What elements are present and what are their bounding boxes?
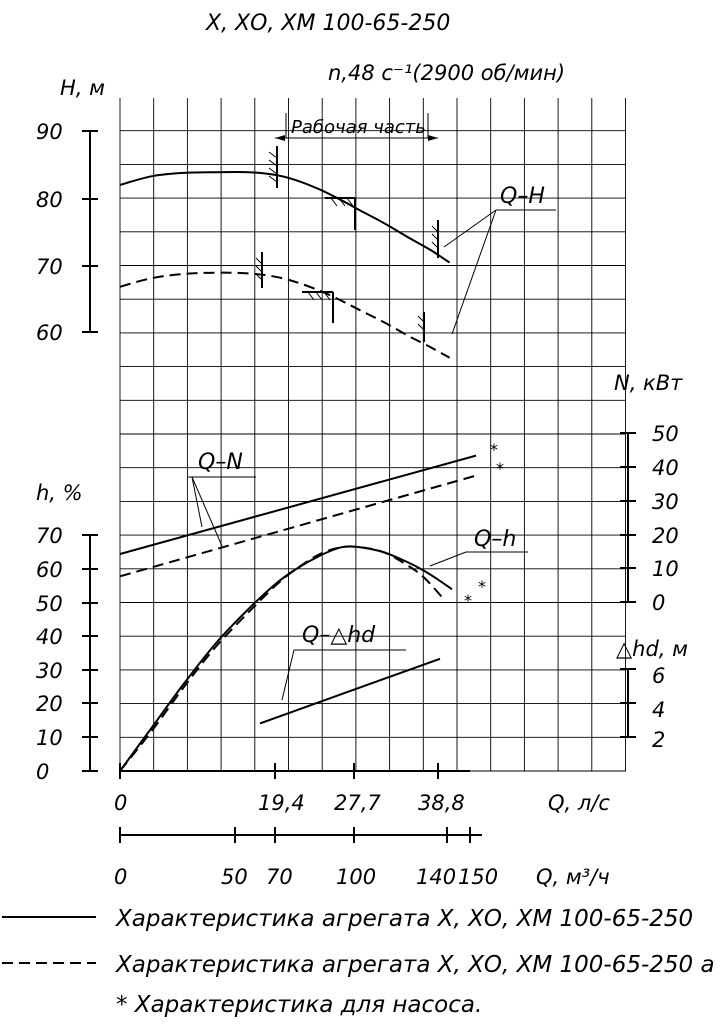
q-m3h-tick-label: 140 [416,865,456,889]
eff-tick-label: 70 [36,524,63,548]
legend-dashed-text: Характеристика агрегата Х, ХО, ХМ 100-65… [115,952,715,978]
power-axis-label: N, кВт [614,371,683,395]
chart-grid [119,98,626,772]
q-m3h-tick-label: 150 [458,865,498,889]
q-ls-tick-label: 0 [114,791,127,815]
npsh-tick-label: 4 [652,698,665,722]
curves-layer [119,170,477,772]
series-line [119,545,445,772]
h-tick-label: 70 [36,255,63,279]
q-ls-axis-label: Q, л/с [548,791,610,815]
asterisk-mark: * [464,591,472,610]
qn-curve-label: Q–N [198,450,243,475]
n-tick-label: 0 [652,591,665,615]
n-tick-label: 30 [652,490,679,514]
series-line [119,271,451,359]
npsh-tick-label: 6 [652,664,665,688]
q-m3h-axis: 0 50 70 100 140 150 Q, м³/ч [114,827,610,889]
q-m3h-tick-label: 50 [221,865,248,889]
npsh-axis-label: △hd, м [616,637,688,661]
efficiency-axis: h, % 70 60 50 40 30 20 10 0 [36,481,98,784]
n-tick-label: 10 [652,557,679,581]
npsh-tick-label: 2 [652,728,665,752]
eff-tick-label: 30 [36,659,63,683]
curve-annotations: Q–H Q–N Q–h Q–△hd * * * * [188,184,556,701]
legend-solid-text: Характеристика агрегата Х, ХО, ХМ 100-65… [115,906,693,932]
q-m3h-tick-label: 70 [266,865,293,889]
q-m3h-tick-label: 0 [114,865,127,889]
qnpsh-curve-label: Q–△hd [302,623,376,648]
series-line [119,170,451,264]
qeff-curve-label: Q–h [474,527,516,552]
chart-title: Х, ХО, ХМ 100-65-250 [205,11,450,36]
legend: Характеристика агрегата Х, ХО, ХМ 100-65… [2,906,715,1018]
q-m3h-axis-label: Q, м³/ч [536,865,610,889]
series-line [119,474,477,578]
speed-label: n,48 c⁻¹(2900 об/мин) [328,61,565,85]
h-tick-label: 60 [36,321,63,345]
asterisk-mark: * [478,577,486,596]
eff-tick-label: 0 [36,760,49,784]
q-ls-axis: 0 19,4 27,7 38,8 Q, л/с [114,763,610,815]
n-tick-label: 50 [652,422,679,446]
q-ls-tick-label: 27,7 [334,791,381,815]
operating-point-markers [255,146,439,342]
efficiency-axis-label: h, % [36,481,83,505]
working-zone: Рабочая часть [275,113,438,141]
power-axis: N, кВт 50 40 30 20 10 0 [614,371,683,615]
n-tick-label: 40 [652,456,679,480]
h-axis-label: H, м [60,76,105,100]
h-tick-label: 90 [36,120,63,144]
eff-tick-label: 40 [36,625,63,649]
eff-tick-label: 10 [36,726,63,750]
legend-note: * Характеристика для насоса. [116,992,482,1018]
series-line [259,657,441,725]
q-ls-tick-label: 19,4 [258,791,305,815]
qh-curve-label: Q–H [500,184,545,209]
h-tick-label: 80 [36,188,63,212]
eff-tick-label: 20 [36,692,63,716]
series-line [119,454,477,555]
q-ls-tick-label: 38,8 [418,791,465,815]
npsh-axis: △hd, м 6 4 2 [616,637,688,752]
h-axis: H, м 90 80 70 60 [36,76,105,345]
eff-tick-label: 50 [36,592,63,616]
eff-tick-label: 60 [36,558,63,582]
asterisk-mark: * [496,459,504,478]
n-tick-label: 20 [652,524,679,548]
asterisk-mark: * [490,440,498,459]
working-zone-label: Рабочая часть [291,117,426,138]
series-line [119,545,453,772]
q-m3h-tick-label: 100 [336,865,376,889]
